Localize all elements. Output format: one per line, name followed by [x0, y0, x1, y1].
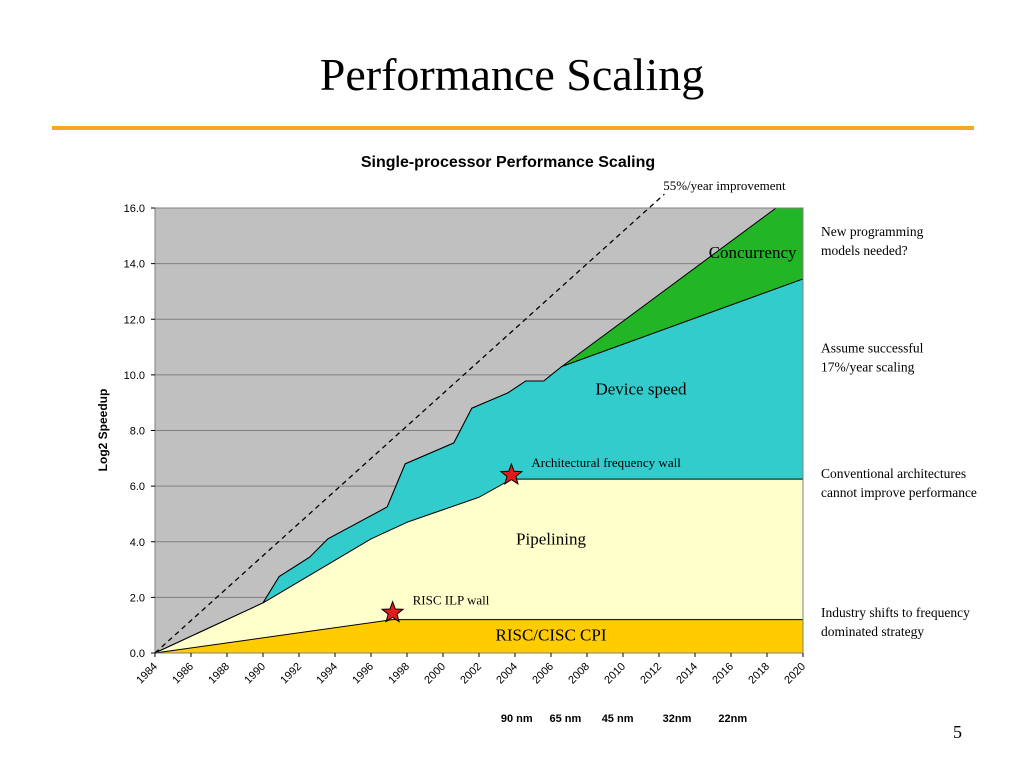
side-note-line: Assume successful — [821, 341, 924, 356]
y-tick-label: 2.0 — [130, 592, 145, 604]
process-node-label: 22nm — [718, 713, 747, 725]
x-tick-label: 2014 — [674, 661, 700, 687]
side-note-line: cannot improve performance — [821, 485, 977, 500]
y-axis-title: Log2 Speedup — [96, 389, 110, 472]
x-tick-label: 1984 — [134, 661, 160, 687]
marker-label: RISC ILP wall — [413, 593, 490, 608]
process-node-label: 90 nm — [501, 713, 533, 725]
trend-line-label: 55%/year improvement — [663, 178, 786, 193]
region-label: Pipelining — [516, 530, 586, 549]
title-rule — [52, 126, 974, 130]
chart-title: Single-processor Performance Scaling — [361, 154, 655, 171]
y-tick-label: 0.0 — [130, 648, 145, 660]
y-tick-label: 12.0 — [124, 314, 145, 326]
x-tick-label: 2020 — [782, 661, 808, 687]
x-tick-label: 1992 — [278, 661, 304, 687]
process-node-label: 65 nm — [550, 713, 582, 725]
process-node-label: 32nm — [663, 713, 692, 725]
side-note-line: dominated strategy — [821, 624, 924, 639]
y-tick-label: 16.0 — [124, 203, 145, 215]
x-tick-label: 2018 — [746, 661, 772, 687]
region-label: Device speed — [595, 379, 687, 398]
x-tick-label: 2008 — [566, 661, 592, 687]
side-note-line: Industry shifts to frequency — [821, 605, 970, 620]
x-tick-label: 2004 — [494, 661, 520, 687]
y-tick-label: 4.0 — [130, 537, 145, 549]
x-tick-label: 2010 — [602, 661, 628, 687]
region-label: RISC/CISC CPI — [495, 625, 606, 644]
y-tick-label: 6.0 — [130, 481, 145, 493]
x-tick-label: 2016 — [710, 661, 736, 687]
side-note-line: models needed? — [821, 243, 908, 258]
x-tick-label: 2000 — [422, 661, 448, 687]
x-tick-label: 1990 — [242, 661, 268, 687]
x-tick-label: 1994 — [314, 661, 340, 687]
star-marker — [380, 600, 405, 623]
x-tick-label: 2012 — [638, 661, 664, 687]
x-tick-label: 2006 — [530, 661, 556, 687]
slide-title: Performance Scaling — [319, 49, 705, 100]
y-tick-label: 14.0 — [124, 259, 145, 271]
star-marker — [499, 462, 524, 486]
side-note-line: 17%/year scaling — [821, 360, 915, 375]
region-label: Concurrency — [709, 243, 797, 262]
x-tick-label: 1986 — [170, 661, 196, 687]
y-tick-label: 8.0 — [130, 426, 145, 438]
marker-label: Architectural frequency wall — [531, 455, 681, 470]
x-tick-label: 1996 — [350, 661, 376, 687]
process-node-label: 45 nm — [602, 713, 634, 725]
x-tick-label: 1998 — [386, 661, 412, 687]
side-note-line: Conventional architectures — [821, 466, 966, 481]
side-note-line: New programming — [821, 224, 924, 239]
page-number: 5 — [953, 722, 962, 742]
trend-line-55pct — [154, 193, 665, 654]
x-tick-label: 2002 — [458, 661, 484, 687]
x-tick-label: 1988 — [206, 661, 232, 687]
y-tick-label: 10.0 — [124, 370, 145, 382]
